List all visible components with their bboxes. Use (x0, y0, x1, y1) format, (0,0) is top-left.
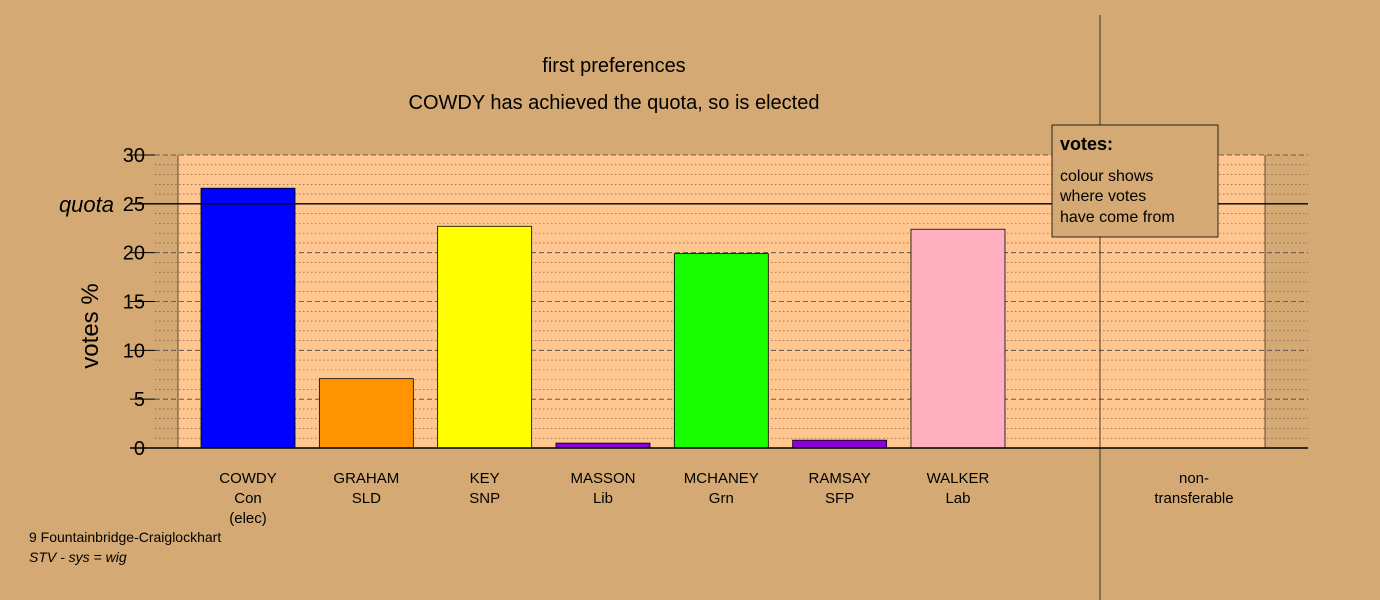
category-label-line: SLD (352, 490, 381, 507)
category-label-line: SFP (825, 490, 854, 507)
legend-line: have come from (1060, 209, 1175, 226)
y-tick-label: 20 (123, 243, 145, 265)
nontransferable-label-line: transferable (1154, 490, 1233, 507)
category-labels: COWDY Con (elec) GRAHAM SLD KEY SNP MASSON Lib MC… (219, 470, 989, 527)
y-tick-label: 15 (123, 292, 145, 314)
bar (318, 378, 414, 449)
bar (437, 225, 533, 449)
category-label-line: SNP (469, 490, 500, 507)
legend-box (1051, 124, 1219, 238)
y-tick-label: 0 (134, 438, 145, 460)
legend: votes: colour shows where votes have com… (1051, 124, 1219, 238)
category-label-line: COWDY (219, 470, 277, 487)
bar (200, 187, 296, 449)
chart-subtitle: COWDY has achieved the quota, so is elec… (409, 92, 820, 114)
bar (792, 439, 888, 449)
legend-line: where votes (1059, 188, 1146, 205)
category-label-line: Grn (709, 490, 734, 507)
y-axis-label: votes % (77, 283, 104, 368)
quota-label: quota (59, 192, 114, 217)
chart-title: first preferences (542, 55, 685, 77)
category-label-line: (elec) (229, 510, 267, 527)
ward-name: 9 Fountainbridge-Craiglockhart (29, 529, 221, 545)
category-label-line: MCHANEY (684, 470, 759, 487)
category-label-line: RAMSAY (809, 470, 871, 487)
category-label-line: WALKER (927, 470, 990, 487)
bar (910, 228, 1006, 449)
y-tick-label: 25 (123, 194, 145, 216)
category-label-line: KEY (470, 470, 500, 487)
y-ticks: 0 5 10 15 20 25 30 (123, 145, 155, 460)
category-label-line: MASSON (570, 470, 635, 487)
legend-line: colour shows (1060, 168, 1153, 185)
bars (200, 187, 1006, 449)
bar (673, 253, 769, 449)
category-label-line: Con (234, 490, 262, 507)
category-label-line: GRAHAM (333, 470, 399, 487)
voting-system: STV - sys = wig (29, 549, 127, 565)
bar (555, 442, 651, 449)
nontransferable-label: non- transferable (1154, 470, 1233, 507)
y-tick-label: 30 (123, 145, 145, 167)
y-tick-label: 5 (134, 389, 145, 411)
category-label-line: Lib (593, 490, 613, 507)
category-label-line: Lab (945, 490, 970, 507)
y-tick-label: 10 (123, 340, 145, 362)
nontransferable-label-line: non- (1179, 470, 1209, 487)
legend-title: votes: (1060, 134, 1113, 154)
